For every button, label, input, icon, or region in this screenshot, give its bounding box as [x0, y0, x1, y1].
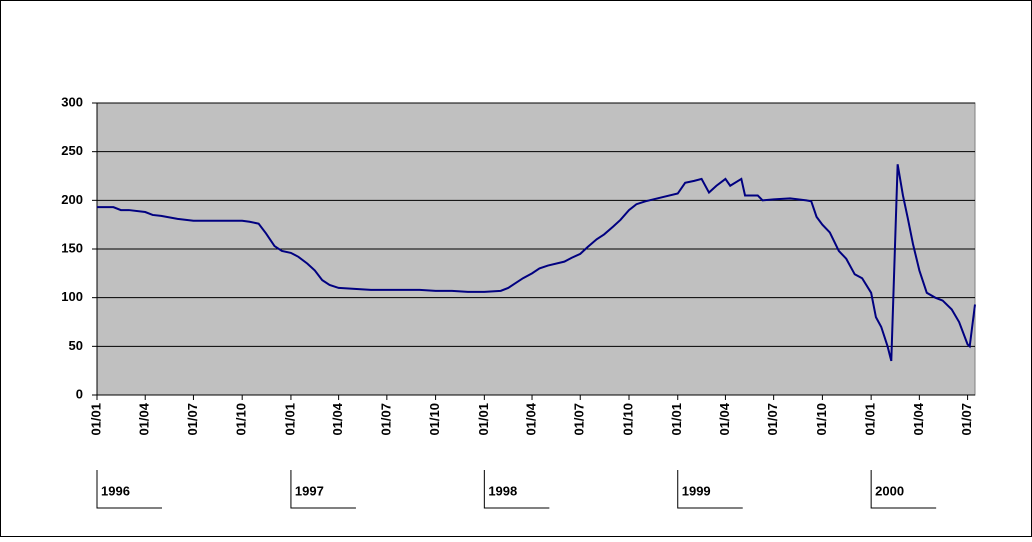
year-label: 2000 — [875, 483, 904, 498]
year-label: 1997 — [295, 483, 324, 498]
year-bracket — [870, 470, 937, 509]
year-label: 1999 — [682, 483, 711, 498]
year-bracket — [290, 470, 356, 509]
y-tick-label: 200 — [61, 192, 83, 207]
x-tick-label: 01/04 — [717, 402, 732, 435]
x-tick-label: 01/07 — [765, 403, 780, 436]
y-tick-label: 150 — [61, 240, 83, 255]
x-tick-label: 01/07 — [185, 403, 200, 436]
year-label: 1996 — [101, 483, 130, 498]
year-bracket — [96, 470, 162, 509]
x-tick-label: 01/10 — [814, 403, 829, 436]
x-tick-label: 01/01 — [282, 403, 297, 436]
x-tick-label: 01/07 — [378, 403, 393, 436]
year-bracket — [483, 470, 550, 509]
series-line — [97, 164, 976, 362]
x-tick-label: 01/07 — [572, 403, 587, 436]
y-tick-label: 300 — [61, 94, 83, 109]
x-tick-label: 01/01 — [669, 403, 684, 436]
y-tick-label: 50 — [69, 338, 83, 353]
x-tick-label: 01/04 — [330, 402, 345, 435]
year-bracket — [677, 470, 743, 509]
year-label: 1998 — [488, 483, 517, 498]
x-tick-label: 01/04 — [911, 402, 926, 435]
y-tick-label: 100 — [61, 289, 83, 304]
x-tick-label: 01/04 — [523, 402, 538, 435]
x-tick-label: 01/04 — [137, 402, 152, 435]
y-tick-label: 0 — [76, 386, 83, 401]
x-tick-label: 01/01 — [476, 403, 491, 436]
x-tick-label: 01/01 — [88, 403, 103, 436]
x-tick-label: 01/10 — [427, 403, 442, 436]
x-tick-label: 01/10 — [620, 403, 635, 436]
x-tick-label: 01/07 — [959, 403, 974, 436]
y-tick-label: 250 — [61, 143, 83, 158]
x-tick-label: 01/01 — [863, 403, 878, 436]
x-tick-label: 01/10 — [234, 403, 249, 436]
